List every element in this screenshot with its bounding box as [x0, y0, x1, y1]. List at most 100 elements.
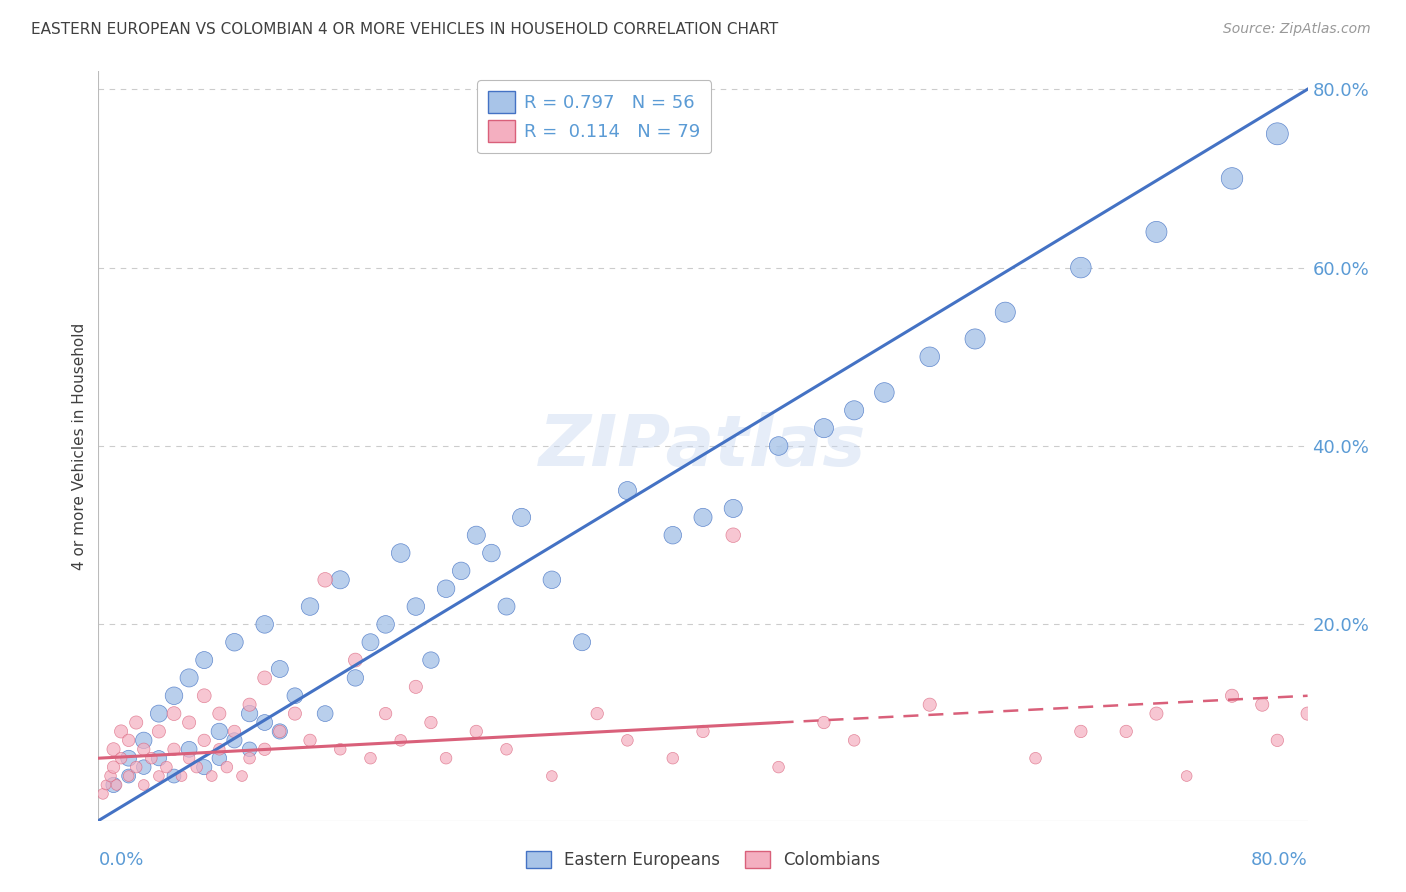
- Point: [208, 742, 231, 756]
- Point: [163, 769, 186, 783]
- Y-axis label: 4 or more Vehicles in Household: 4 or more Vehicles in Household: [72, 322, 87, 570]
- Point: [616, 733, 638, 747]
- Point: [253, 742, 276, 756]
- Point: [994, 305, 1017, 319]
- Point: [179, 671, 201, 685]
- Point: [420, 653, 443, 667]
- Point: [163, 742, 186, 756]
- Point: [692, 510, 714, 524]
- Point: [186, 760, 208, 774]
- Text: 0.0%: 0.0%: [98, 851, 143, 869]
- Point: [571, 635, 593, 649]
- Point: [91, 787, 114, 801]
- Point: [193, 760, 215, 774]
- Point: [284, 706, 307, 721]
- Point: [540, 769, 562, 783]
- Point: [465, 724, 488, 739]
- Point: [269, 724, 291, 739]
- Point: [1070, 724, 1092, 739]
- Point: [103, 760, 125, 774]
- Point: [253, 617, 276, 632]
- Point: [155, 760, 177, 774]
- Point: [723, 528, 745, 542]
- Point: [965, 332, 987, 346]
- Point: [481, 546, 503, 560]
- Point: [269, 662, 291, 676]
- Point: [692, 724, 714, 739]
- Point: [374, 706, 396, 721]
- Point: [118, 769, 141, 783]
- Point: [269, 724, 291, 739]
- Point: [125, 760, 148, 774]
- Point: [132, 778, 155, 792]
- Point: [495, 742, 517, 756]
- Point: [224, 635, 246, 649]
- Point: [193, 689, 215, 703]
- Point: [239, 698, 262, 712]
- Point: [314, 573, 336, 587]
- Point: [208, 706, 231, 721]
- Point: [768, 760, 790, 774]
- Point: [420, 715, 443, 730]
- Point: [179, 715, 201, 730]
- Text: Source: ZipAtlas.com: Source: ZipAtlas.com: [1223, 22, 1371, 37]
- Point: [314, 706, 336, 721]
- Point: [360, 751, 382, 765]
- Point: [405, 680, 427, 694]
- Point: [299, 599, 322, 614]
- Point: [239, 751, 262, 765]
- Point: [253, 671, 276, 685]
- Point: [844, 733, 866, 747]
- Point: [586, 706, 609, 721]
- Point: [389, 733, 412, 747]
- Point: [132, 742, 155, 756]
- Point: [661, 528, 683, 542]
- Text: ZIPatlas: ZIPatlas: [540, 411, 866, 481]
- Point: [103, 742, 125, 756]
- Point: [813, 421, 835, 435]
- Point: [1251, 698, 1274, 712]
- Point: [1146, 225, 1168, 239]
- Point: [253, 715, 276, 730]
- Point: [1296, 706, 1319, 721]
- Point: [360, 635, 382, 649]
- Point: [1220, 689, 1243, 703]
- Point: [163, 706, 186, 721]
- Point: [344, 653, 367, 667]
- Point: [239, 706, 262, 721]
- Point: [723, 501, 745, 516]
- Point: [239, 742, 262, 756]
- Point: [118, 733, 141, 747]
- Point: [110, 751, 132, 765]
- Point: [329, 573, 352, 587]
- Text: 80.0%: 80.0%: [1251, 851, 1308, 869]
- Point: [110, 724, 132, 739]
- Point: [141, 751, 163, 765]
- Point: [813, 715, 835, 730]
- Point: [510, 510, 533, 524]
- Point: [215, 760, 238, 774]
- Point: [918, 698, 941, 712]
- Point: [148, 751, 170, 765]
- Point: [170, 769, 193, 783]
- Point: [661, 751, 683, 765]
- Point: [918, 350, 941, 364]
- Point: [405, 599, 427, 614]
- Point: [224, 733, 246, 747]
- Point: [1115, 724, 1137, 739]
- Point: [132, 760, 155, 774]
- Point: [148, 724, 170, 739]
- Point: [1327, 671, 1350, 685]
- Point: [100, 769, 122, 783]
- Point: [329, 742, 352, 756]
- Point: [284, 689, 307, 703]
- Point: [208, 751, 231, 765]
- Point: [148, 706, 170, 721]
- Point: [450, 564, 472, 578]
- Point: [389, 546, 412, 560]
- Point: [224, 724, 246, 739]
- Point: [1220, 171, 1243, 186]
- Point: [118, 751, 141, 765]
- Point: [1267, 733, 1289, 747]
- Point: [94, 778, 117, 792]
